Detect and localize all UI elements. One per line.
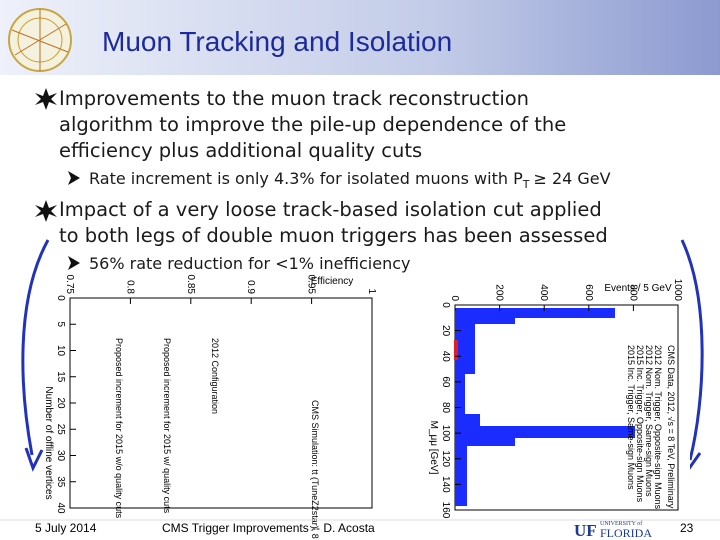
tick-label: 40 xyxy=(55,502,66,514)
tick-label: 0 xyxy=(449,295,460,301)
text-part: Rate increment is only 4.3% for isolated… xyxy=(89,169,523,188)
bullet-text: Improvements to the muon track reconstru… xyxy=(59,87,529,110)
tick-label: 0.95 xyxy=(306,275,317,295)
logo-text: FLORIDA xyxy=(600,526,652,540)
plot-note: CMS Data, 2012, √s = 8 TeV, Preliminary xyxy=(666,345,676,509)
axis-label: M_μμ [GeV] xyxy=(428,421,439,475)
tick-label: 35 xyxy=(55,476,66,488)
tick-label: 40 xyxy=(440,351,451,363)
tick-label: 0.8 xyxy=(124,280,135,294)
tick-label: 25 xyxy=(55,424,66,436)
logo-text: UNIVERSITY of xyxy=(600,520,642,527)
footer-date: 5 July 2014 xyxy=(35,521,97,535)
page-number: 23 xyxy=(680,521,694,535)
tick-label: 15 xyxy=(55,371,66,383)
legend-entry: 2015 Inc. Trigger, Opposite-sign Muons xyxy=(635,345,645,503)
tick-label: 0.85 xyxy=(185,275,196,295)
bullet-text: Impact of a very loose track-based isola… xyxy=(59,198,602,221)
uf-logo: UF UNIVERSITY of FLORIDA xyxy=(574,520,652,540)
tick-label: 160 xyxy=(440,502,451,519)
footer-title: CMS Trigger Improvements -- D. Acosta xyxy=(162,521,375,535)
legend-entry: Proposed increment for 2015 w/o quality … xyxy=(114,338,124,519)
axis-label: Number of offline vertices xyxy=(43,386,54,499)
tick-label: 1000 xyxy=(672,279,683,302)
plot-frame xyxy=(48,278,420,520)
slide-title: Muon Tracking and Isolation xyxy=(102,26,452,57)
bullet-text: to both legs of double muon triggers has… xyxy=(59,224,608,247)
text-part: ≥ 24 GeV xyxy=(533,169,610,188)
tick-label: 200 xyxy=(494,284,505,301)
tick-label: 20 xyxy=(440,325,451,337)
bullet-icons xyxy=(35,88,80,270)
mass-plot: 0 200 400 600 800 1000 0 20 40 60 80 100 120 140 160 Ev… xyxy=(425,278,690,520)
logo-mark: UF xyxy=(574,521,597,540)
tick-label: 1 xyxy=(366,288,377,294)
tick-label: 80 xyxy=(440,402,451,414)
tick-label: 400 xyxy=(538,284,549,301)
bullet-text: algorithm to improve the pile-up depende… xyxy=(59,113,566,136)
histogram-shape xyxy=(455,308,635,506)
tick-label: 0.9 xyxy=(245,280,256,294)
plot-note: CMS Simulation: tt (TuneZ2star), 8 TeV xyxy=(310,400,320,540)
tick-label: 5 xyxy=(55,321,66,327)
axis-title: Events / 5 GeV xyxy=(604,283,672,294)
tick-label: 0 xyxy=(55,295,66,301)
tick-label: 800 xyxy=(627,284,638,301)
tick-label: 30 xyxy=(55,450,66,462)
axis-title: Efficiency xyxy=(311,276,354,287)
tick-label: 20 xyxy=(55,397,66,409)
tick-label: 0 xyxy=(440,302,451,308)
efficiency-plot: 0.75 0.8 0.85 0.9 0.95 10510152025303540Effic… xyxy=(43,275,420,540)
legend-entry: 2012 Nom. Trigger, Opposite-sign Muons xyxy=(653,345,663,510)
subscript: T xyxy=(522,178,530,191)
legend-entry: 2015 Inc. Trigger, Same-sign Muons xyxy=(626,345,636,490)
header-bar xyxy=(0,0,720,75)
tick-label: 100 xyxy=(440,425,451,442)
tick-label: 600 xyxy=(583,284,594,301)
tick-label: 60 xyxy=(440,376,451,388)
sub-bullet-text: Rate increment is only 4.3% for isolated… xyxy=(89,169,611,191)
tick-label: 120 xyxy=(440,450,451,467)
bullet-text: efficiency plus additional quality cuts xyxy=(59,139,422,162)
sub-bullet-text: 56% rate reduction for <1% inefficiency xyxy=(89,254,410,273)
tick-label: 140 xyxy=(440,476,451,493)
legend-entry: 2012 Nom. Trigger, Same-sign Muons xyxy=(644,345,654,497)
tick-label: 0.75 xyxy=(64,275,75,295)
tick-label: 10 xyxy=(55,345,66,357)
cms-logo xyxy=(8,8,72,72)
legend-entry: 2012 Configuration xyxy=(210,338,220,414)
histogram-shape xyxy=(454,340,458,360)
legend-entry: Proposed increment for 2015 w/ quality c… xyxy=(162,338,172,514)
